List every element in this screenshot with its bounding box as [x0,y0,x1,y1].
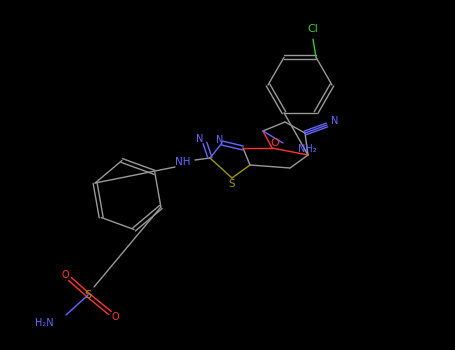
Text: NH: NH [175,157,191,167]
Text: O: O [111,312,119,322]
Text: Cl: Cl [308,24,318,34]
Text: N: N [196,134,204,144]
Text: N: N [331,116,339,126]
Text: H₂N: H₂N [35,318,54,328]
Text: S: S [85,290,91,300]
Text: O: O [271,138,279,148]
Text: NH₂: NH₂ [298,144,317,154]
Text: N: N [216,135,224,145]
Text: S: S [229,179,235,189]
Text: O: O [61,270,69,280]
